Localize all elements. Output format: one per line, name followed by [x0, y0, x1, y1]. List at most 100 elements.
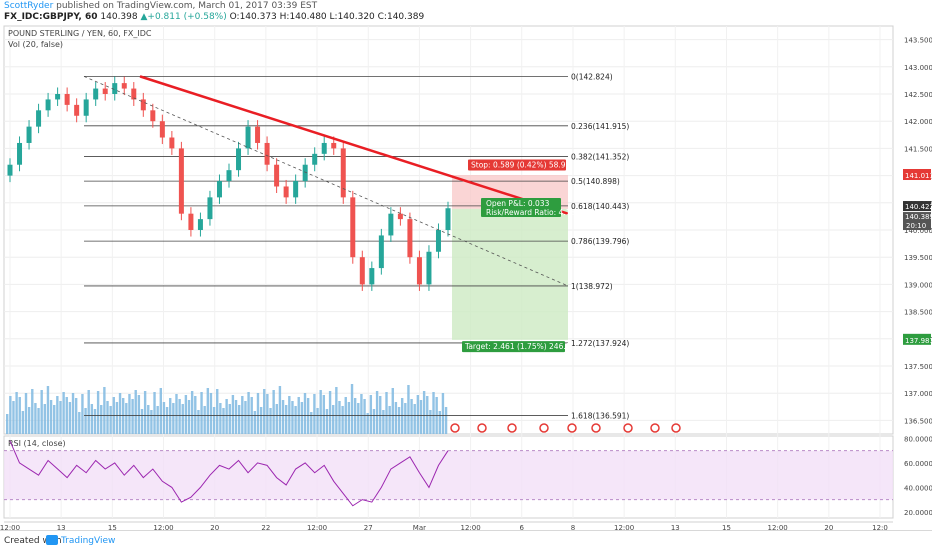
trading-chart[interactable]: 143.500 143.000 142.500 142.000 141.500 141.0…	[0, 24, 932, 530]
volume-bar	[143, 391, 147, 434]
volume-bar	[43, 404, 47, 434]
price-tick-label: 138.500	[904, 309, 932, 317]
volume-bar	[432, 392, 435, 434]
time-tick-label: 12:00	[768, 524, 788, 530]
volume-bar	[388, 406, 391, 434]
volume-bar	[184, 395, 188, 434]
candle-body	[388, 213, 394, 236]
candle-body	[121, 83, 127, 89]
candle-body	[350, 197, 356, 258]
volume-bar	[379, 396, 382, 434]
volume-bar	[106, 401, 109, 434]
candle-body	[340, 148, 346, 198]
volume-bar	[178, 399, 181, 434]
time-tick-label: 12:0	[872, 524, 888, 530]
volume-bar	[328, 391, 332, 434]
author-link[interactable]: ScottRyder	[4, 1, 54, 11]
created-with-text: Created with	[4, 536, 62, 546]
fib-level-label: 0.618(140.443)	[571, 202, 629, 211]
volume-bar	[410, 399, 413, 434]
volume-bar	[78, 412, 81, 434]
volume-bar	[347, 402, 351, 434]
volume-bar	[400, 398, 404, 434]
candle-body	[131, 88, 137, 100]
volume-bar	[87, 390, 90, 434]
candle-body	[140, 99, 146, 111]
volume-bar	[247, 392, 250, 434]
time-tick-label: 13	[57, 524, 66, 530]
candle-body	[207, 197, 213, 220]
volume-bar	[413, 404, 416, 434]
volume-label: Vol (20, false)	[8, 40, 63, 49]
candle-body	[102, 88, 108, 94]
volume-bar	[350, 384, 354, 434]
volume-bar	[391, 388, 394, 434]
volume-bar	[357, 403, 360, 434]
time-tick-label: 22	[261, 524, 270, 530]
fib-level-label: 0.382(141.352)	[571, 152, 629, 161]
fib-level-label: 0(142.824)	[571, 72, 613, 81]
time-tick-label: 13	[671, 524, 680, 530]
volume-bar	[203, 406, 206, 434]
volume-bar	[27, 407, 31, 434]
volume-bar	[121, 398, 125, 434]
volume-bar	[259, 407, 263, 434]
footer: Created with TradingView	[0, 530, 932, 551]
event-marker-icon	[477, 423, 487, 433]
volume-bar	[284, 405, 288, 434]
price-tick-label: 137.500	[904, 363, 932, 371]
candle-body	[36, 110, 42, 127]
volume-bar	[216, 389, 219, 434]
current-price-badge	[903, 201, 931, 212]
tradingview-link[interactable]: TradingView	[61, 536, 116, 546]
volume-bar	[68, 402, 72, 434]
volume-bar	[190, 391, 194, 434]
target-label: Target: 2.461 (1.75%) 246.1	[464, 342, 571, 351]
event-marker-icon	[450, 423, 460, 433]
candle-body	[226, 170, 232, 182]
volume-bar	[394, 402, 398, 434]
time-tick-label: 12:00	[307, 524, 327, 530]
volume-bar	[90, 404, 94, 434]
volume-bar	[291, 401, 294, 434]
volume-bar	[118, 393, 122, 434]
price-tick-label: 141.500	[904, 145, 932, 153]
volume-bar	[40, 390, 43, 434]
target-zone	[452, 208, 568, 340]
volume-bar	[6, 414, 9, 434]
fib-level-label: 1.618(136.591)	[571, 411, 629, 420]
price-tick-label: 143.000	[904, 64, 932, 72]
fib-level-label: 1(138.972)	[571, 282, 613, 291]
price-tick-label: 142.500	[904, 91, 932, 99]
price-change: ▲+0.811 (+0.58%)	[140, 12, 227, 22]
volume-bar	[369, 395, 373, 434]
event-marker-icon	[591, 423, 601, 433]
candle-body	[216, 181, 222, 198]
rsi-title: RSI (14, close)	[8, 439, 66, 448]
volume-bar	[256, 393, 260, 434]
volume-bar	[169, 398, 172, 434]
event-marker-icon	[650, 423, 660, 433]
volume-bar	[84, 408, 87, 434]
candle-body	[416, 257, 422, 285]
volume-bar	[59, 401, 62, 434]
volume-bar	[397, 407, 401, 434]
volume-bar	[134, 390, 137, 434]
volume-bar	[18, 397, 21, 434]
rsi-tick-label: 20.0000	[904, 509, 932, 517]
time-tick-label: 27	[364, 524, 373, 530]
current-price: 140.422	[905, 203, 932, 211]
candle-body	[7, 164, 13, 176]
volume-bar	[153, 392, 156, 434]
volume-bar	[62, 392, 65, 434]
volume-bar	[93, 409, 97, 434]
candle-body	[407, 219, 413, 258]
volume-bar	[21, 411, 25, 434]
candle-body	[331, 142, 337, 149]
tradingview-logo-icon	[46, 535, 58, 545]
volume-bar	[209, 393, 213, 434]
volume-bar	[56, 396, 59, 434]
price-tick-label: 136.500	[904, 417, 932, 425]
volume-bar	[234, 400, 238, 434]
resistance-trendline	[139, 75, 569, 215]
